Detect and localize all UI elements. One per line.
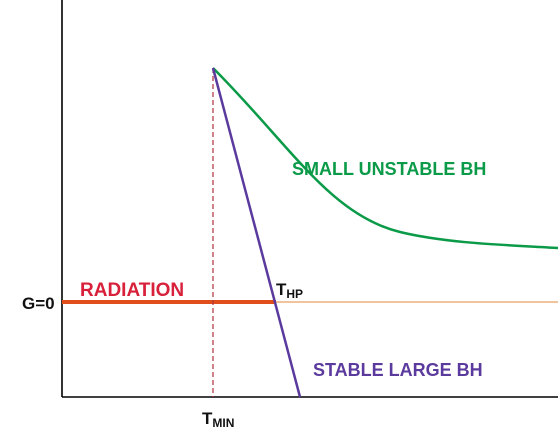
t-min-label: TMIN [202,409,234,430]
radiation-label: RADIATION [80,280,184,301]
large-bh-line [211,67,302,398]
t-hp-main: T [276,280,287,299]
t-hp-sub: HP [286,287,303,301]
large-bh-label: STABLE LARGE BH [313,360,483,380]
small-bh-curve [212,67,558,250]
g-zero-label: G=0 [22,294,55,313]
small-bh-label: SMALL UNSTABLE BH [292,159,486,179]
t-min-sub: MIN [212,416,234,430]
t-min-main: T [202,409,213,428]
t-hp-label: THP [276,280,303,301]
